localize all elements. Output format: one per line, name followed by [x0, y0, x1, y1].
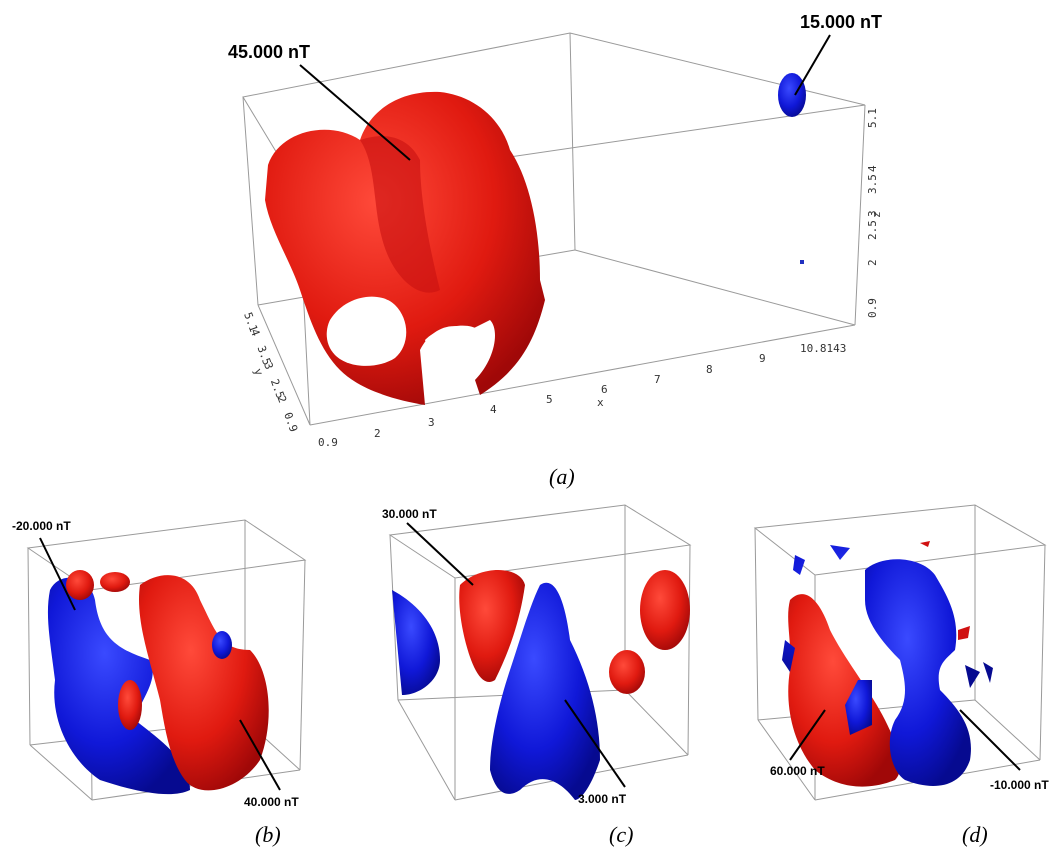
x-tick-label: 7: [654, 373, 661, 386]
panel-b: [28, 520, 305, 800]
z-axis-label: z: [870, 211, 883, 218]
panel-c: [390, 505, 690, 800]
leader-line: [795, 35, 830, 95]
x-tick-label: 0.9: [318, 436, 338, 449]
isosurface-blue: [778, 73, 806, 264]
x-tick-label: 8: [706, 363, 713, 376]
x-tick-label: 10.8143: [800, 342, 846, 355]
annotation: -20.000 nT: [12, 519, 71, 533]
annotation: 45.000 nT: [228, 42, 310, 62]
x-tick-label: 6: [601, 383, 608, 396]
x-tick-label: 3: [428, 416, 435, 429]
annotation: 15.000 nT: [800, 12, 882, 32]
x-tick-label: 2: [374, 427, 381, 440]
annotation: 30.000 nT: [382, 507, 437, 521]
x-tick-label: 5: [546, 393, 553, 406]
caption: (a): [549, 464, 575, 489]
y-tick-label: 0.9: [281, 411, 300, 434]
z-tick-label: 2: [866, 259, 879, 266]
y-axis-label: y: [251, 367, 266, 378]
x-tick-label: 4: [490, 403, 497, 416]
panel-d: [755, 505, 1045, 800]
annotation: 3.000 nT: [578, 792, 627, 806]
caption: (c): [609, 822, 633, 847]
z-tick-label: 0.9: [866, 298, 879, 318]
z-tick-label: 3.5: [866, 174, 879, 194]
figure: 45.000 nT 15.000 nT 0.9 2 3 4 5 6 7 8 9 10.8143 5.…: [0, 0, 1058, 850]
x-tick-label: 9: [759, 352, 766, 365]
caption: (b): [255, 822, 281, 847]
caption: (d): [962, 822, 988, 847]
z-tick-label: 2.5: [866, 220, 879, 240]
x-axis-label: x: [597, 396, 604, 409]
z-tick-label: 4: [866, 165, 879, 172]
annotation: 40.000 nT: [244, 795, 299, 809]
annotation: 60.000 nT: [770, 764, 825, 778]
annotation: -10.000 nT: [990, 778, 1049, 792]
page: 45.000 nT 15.000 nT 0.9 2 3 4 5 6 7 8 9 10.8143 5.…: [0, 0, 1058, 850]
z-tick-label: 5.1: [866, 108, 879, 128]
